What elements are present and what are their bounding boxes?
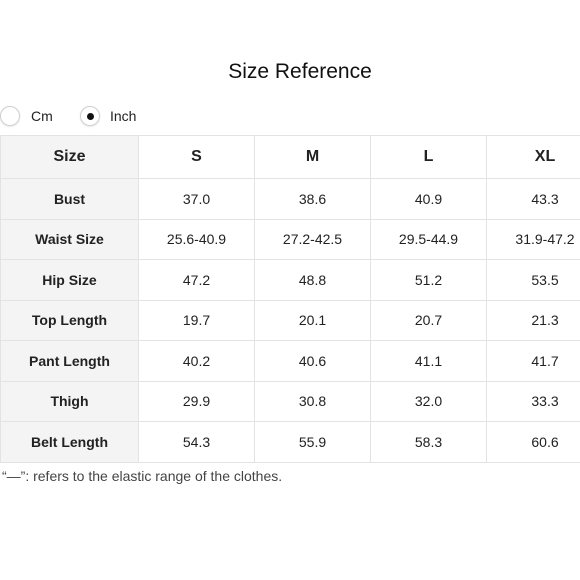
elastic-range-note: “—”: refers to the elastic range of the … xyxy=(2,468,283,484)
table-cell: 40.2 xyxy=(138,340,255,382)
table-cell: 19.7 xyxy=(138,299,255,341)
table-cell: 54.3 xyxy=(138,421,255,463)
table-cell: 33.3 xyxy=(486,380,580,422)
table-row: Hip Size 47.2 48.8 51.2 53.5 xyxy=(0,259,580,301)
size-header-xl: XL xyxy=(486,135,580,179)
table-cell: 31.9-47.2 xyxy=(486,218,580,260)
row-label-waist-size: Waist Size xyxy=(0,218,139,260)
table-cell: 41.1 xyxy=(370,340,487,382)
table-row: Thigh 29.9 30.8 32.0 33.3 xyxy=(0,380,580,422)
size-header-row: Size S M L XL xyxy=(0,135,580,179)
row-label-bust: Bust xyxy=(0,178,139,220)
row-label-pant-length: Pant Length xyxy=(0,340,139,382)
table-row: Bust 37.0 38.6 40.9 43.3 xyxy=(0,178,580,220)
table-cell: 27.2-42.5 xyxy=(254,218,371,260)
page-title: Size Reference xyxy=(228,60,372,83)
size-table-container: Size S M L XL Bust 37.0 38.6 40.9 43.3 W… xyxy=(0,135,580,463)
table-cell: 29.9 xyxy=(138,380,255,422)
row-label-thigh: Thigh xyxy=(0,380,139,422)
table-cell: 32.0 xyxy=(370,380,487,422)
table-cell: 51.2 xyxy=(370,259,487,301)
table-cell: 20.1 xyxy=(254,299,371,341)
table-cell: 40.6 xyxy=(254,340,371,382)
table-cell: 55.9 xyxy=(254,421,371,463)
table-cell: 41.7 xyxy=(486,340,580,382)
table-row: Waist Size 25.6-40.9 27.2-42.5 29.5-44.9… xyxy=(0,218,580,260)
row-label-hip-size: Hip Size xyxy=(0,259,139,301)
table-cell: 43.3 xyxy=(486,178,580,220)
table-cell: 40.9 xyxy=(370,178,487,220)
table-cell: 38.6 xyxy=(254,178,371,220)
table-cell: 58.3 xyxy=(370,421,487,463)
table-cell: 53.5 xyxy=(486,259,580,301)
unit-label-inch[interactable]: Inch xyxy=(110,108,137,124)
table-cell: 48.8 xyxy=(254,259,371,301)
table-cell: 29.5-44.9 xyxy=(370,218,487,260)
unit-label-cm[interactable]: Cm xyxy=(31,108,53,124)
row-label-top-length: Top Length xyxy=(0,299,139,341)
row-label-belt-length: Belt Length xyxy=(0,421,139,463)
unit-radio-inch[interactable] xyxy=(80,106,100,126)
table-cell: 37.0 xyxy=(138,178,255,220)
table-cell: 60.6 xyxy=(486,421,580,463)
size-header-s: S xyxy=(138,135,255,179)
table-cell: 30.8 xyxy=(254,380,371,422)
table-row: Belt Length 54.3 55.9 58.3 60.6 xyxy=(0,421,580,463)
size-header-l: L xyxy=(370,135,487,179)
table-cell: 20.7 xyxy=(370,299,487,341)
table-row: Top Length 19.7 20.1 20.7 21.3 xyxy=(0,299,580,341)
table-row: Pant Length 40.2 40.6 41.1 41.7 xyxy=(0,340,580,382)
table-cell: 47.2 xyxy=(138,259,255,301)
table-cell: 25.6-40.9 xyxy=(138,218,255,260)
unit-radio-cm[interactable] xyxy=(0,106,20,126)
size-corner-header: Size xyxy=(0,135,139,179)
size-table: Size S M L XL Bust 37.0 38.6 40.9 43.3 W… xyxy=(0,135,580,463)
size-header-m: M xyxy=(254,135,371,179)
table-cell: 21.3 xyxy=(486,299,580,341)
